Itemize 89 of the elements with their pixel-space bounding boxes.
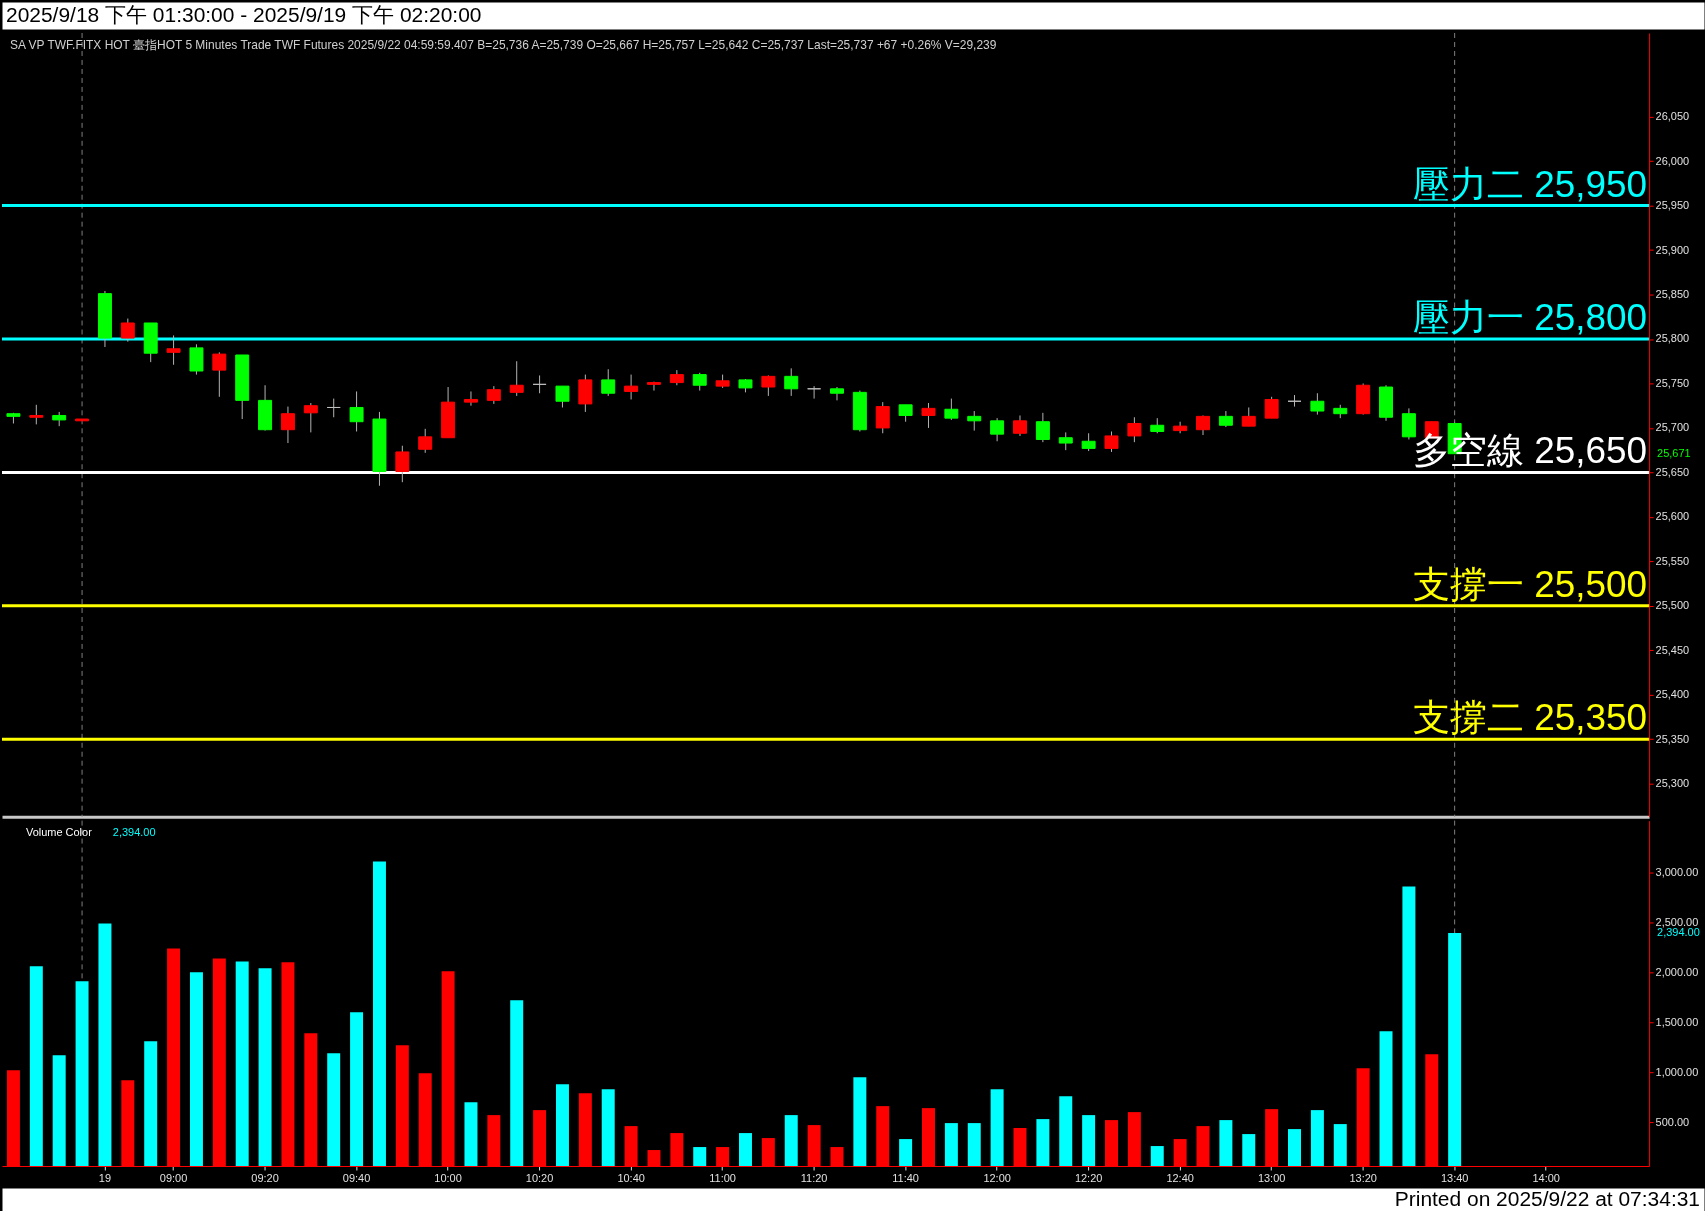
candlestick bbox=[807, 385, 822, 400]
candlestick bbox=[555, 385, 570, 408]
candlestick bbox=[212, 351, 227, 398]
y-tick-label: 25,800 bbox=[1655, 332, 1690, 345]
x-tick-label: 10:40 bbox=[617, 1172, 645, 1185]
candlestick bbox=[1264, 396, 1279, 419]
candlestick bbox=[349, 390, 364, 432]
text: Printed on 2025/9/22 at 07:34:31 bbox=[1394, 1186, 1701, 1210]
candlestick bbox=[1241, 406, 1256, 427]
x-tick-label: 09:00 bbox=[159, 1172, 188, 1185]
chart-subtitle: 2,394.00 bbox=[112, 825, 156, 838]
x-tick-label: 10:00 bbox=[434, 1172, 462, 1185]
y-tick-label: 25,450 bbox=[1655, 643, 1690, 656]
y-tick-label: 25,750 bbox=[1655, 376, 1690, 389]
y-tick-label: 2,000.00 bbox=[1655, 965, 1699, 978]
y-tick-label: 1,000.00 bbox=[1655, 1065, 1699, 1078]
candlestick bbox=[1173, 421, 1188, 434]
text: 25,671 bbox=[1657, 446, 1691, 459]
chart-subtitle: SA VP TWF.FITX HOT 臺指HOT 5 Minutes Trade TWF Futures 2025/9/22 04:59:59.407 B=25,736 A=25,739 O=25,667 H=25,757 L=25,642 C=25,737 Last=25,737 +67 +0.26% V=29,239 bbox=[9, 37, 997, 52]
candlestick bbox=[1035, 412, 1050, 443]
candlestick bbox=[418, 428, 433, 454]
x-tick-label: 11:00 bbox=[709, 1172, 736, 1185]
candlestick bbox=[29, 404, 44, 425]
y-tick-label: 2,500.00 bbox=[1655, 915, 1699, 928]
x-tick-label: 09:20 bbox=[251, 1172, 279, 1185]
x-tick-label: 09:40 bbox=[342, 1172, 371, 1185]
ref-line-label: 支撐一 25,500 bbox=[1412, 563, 1648, 605]
candlestick bbox=[120, 318, 135, 343]
candlestick bbox=[463, 390, 478, 407]
y-tick-label: 25,850 bbox=[1655, 288, 1690, 301]
x-tick-label: 14:00 bbox=[1532, 1172, 1560, 1185]
candlestick bbox=[761, 374, 776, 397]
candlestick bbox=[624, 374, 639, 400]
text: 2,394.00 bbox=[1657, 926, 1700, 939]
x-tick-label: 19 bbox=[98, 1172, 112, 1185]
candlestick bbox=[395, 445, 410, 483]
y-tick-label: 26,050 bbox=[1655, 110, 1690, 123]
candlestick bbox=[830, 386, 844, 401]
x-tick-label: 13:40 bbox=[1440, 1172, 1469, 1185]
candlestick bbox=[1013, 414, 1027, 437]
ref-line-label: 壓力一 25,800 bbox=[1412, 297, 1648, 338]
candlestick bbox=[189, 343, 204, 376]
x-tick-label: 10:20 bbox=[525, 1172, 554, 1185]
candlestick bbox=[509, 360, 524, 397]
y-tick-label: 25,350 bbox=[1655, 732, 1690, 745]
x-tick-label: 12:40 bbox=[1166, 1172, 1194, 1185]
candlestick bbox=[784, 367, 799, 397]
ref-line-label: 壓力二 25,950 bbox=[1412, 163, 1648, 205]
y-tick-label: 25,300 bbox=[1655, 777, 1690, 790]
x-tick-label: 11:20 bbox=[800, 1172, 828, 1185]
candlestick bbox=[990, 417, 1005, 442]
candlestick bbox=[1104, 430, 1119, 453]
y-tick-label: 25,950 bbox=[1655, 199, 1690, 212]
chart-title: 2025/9/18 下午 01:30:00 - 2025/9/19 下午 02:20:00 bbox=[5, 3, 482, 27]
y-tick-label: 25,400 bbox=[1655, 688, 1690, 701]
x-tick-label: 12:20 bbox=[1074, 1172, 1103, 1185]
candlestick bbox=[1127, 416, 1142, 443]
candlestick bbox=[166, 334, 181, 366]
x-tick-label: 13:20 bbox=[1349, 1172, 1377, 1185]
x-tick-label: 11:40 bbox=[892, 1172, 919, 1185]
y-tick-label: 25,600 bbox=[1655, 510, 1690, 523]
y-tick-label: 500.00 bbox=[1655, 1115, 1690, 1128]
candlestick bbox=[1196, 414, 1210, 436]
x-tick-label: 13:00 bbox=[1257, 1172, 1286, 1185]
y-tick-label: 25,700 bbox=[1655, 421, 1690, 434]
ref-line-label: 多空線 25,650 bbox=[1412, 430, 1648, 472]
candlestick bbox=[601, 368, 616, 397]
chart-title: Volume Color bbox=[25, 825, 93, 838]
y-tick-label: 25,650 bbox=[1655, 465, 1690, 478]
candlestick bbox=[1310, 392, 1325, 416]
x-tick-label: 12:00 bbox=[983, 1172, 1011, 1185]
y-tick-label: 25,500 bbox=[1655, 599, 1690, 612]
candlestick bbox=[875, 401, 890, 434]
candlestick bbox=[944, 398, 959, 421]
candlestick bbox=[646, 381, 661, 392]
y-tick-label: 25,900 bbox=[1655, 243, 1690, 256]
candlestick bbox=[967, 410, 982, 432]
y-tick-label: 3,000.00 bbox=[1655, 866, 1699, 879]
candlestick bbox=[532, 374, 547, 394]
candlestick bbox=[326, 398, 341, 418]
y-tick-label: 26,000 bbox=[1655, 154, 1690, 167]
candlestick bbox=[921, 402, 936, 429]
y-tick-label: 25,550 bbox=[1655, 554, 1690, 567]
candlestick bbox=[303, 402, 318, 433]
y-tick-label: 1,500.00 bbox=[1655, 1015, 1699, 1028]
ref-line-label: 支撐二 25,350 bbox=[1412, 697, 1648, 739]
candlestick bbox=[280, 406, 295, 444]
candlestick bbox=[1287, 394, 1302, 408]
candlestick bbox=[1401, 407, 1416, 440]
